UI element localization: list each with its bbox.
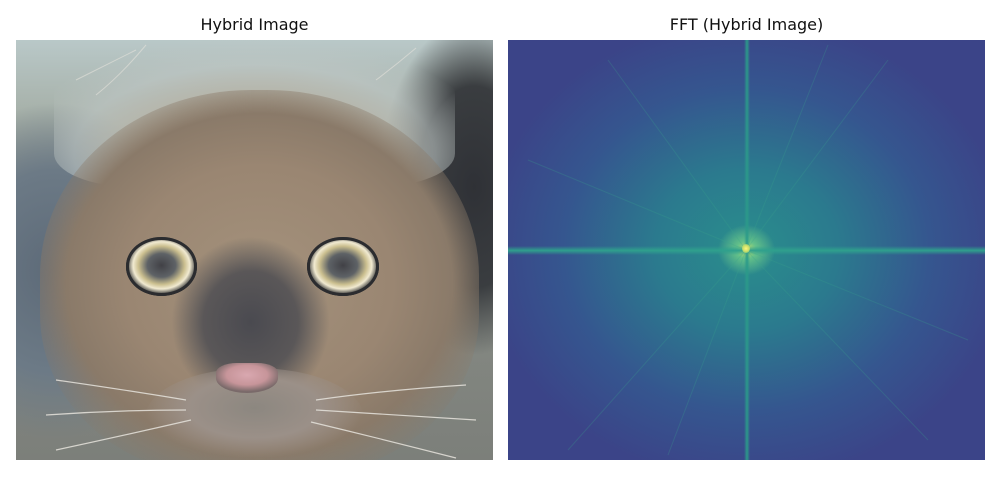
fft-title: FFT (Hybrid Image)	[669, 15, 824, 34]
hybrid-image-title: Hybrid Image	[200, 15, 309, 34]
hybrid-cat-image	[16, 40, 493, 460]
fft-spectrum-image	[508, 40, 985, 460]
fft-dc-peak	[742, 244, 750, 254]
cat-right-eye	[306, 237, 379, 297]
fft-rays	[527, 44, 969, 456]
fft-panel	[508, 40, 985, 460]
cat-left-eye	[125, 237, 198, 297]
cat-nose	[216, 363, 279, 393]
hybrid-image-panel	[16, 40, 493, 460]
cat-whiskers	[45, 44, 477, 459]
